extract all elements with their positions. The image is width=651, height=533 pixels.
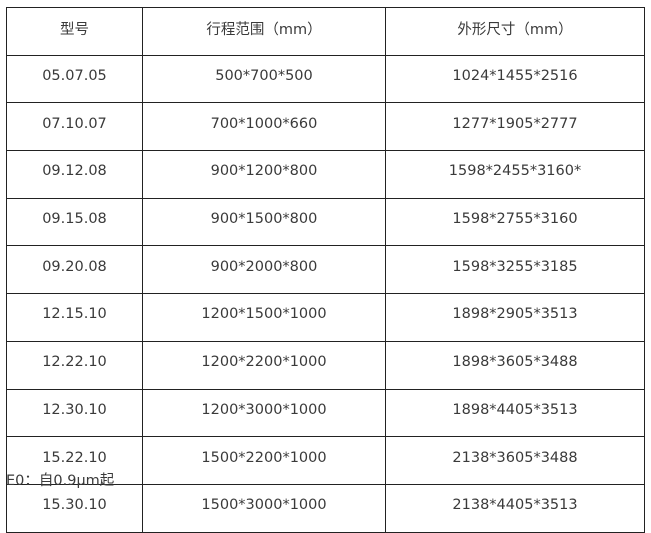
table-header-row: 型号 行程范围（mm） 外形尺寸（mm） — [6, 7, 645, 56]
cell-travel-range: 500*700*500 — [142, 54, 386, 104]
cell-travel-range: 1200*2200*1000 — [142, 340, 386, 390]
cell-model: 09.12.08 — [6, 150, 143, 199]
cell-travel-range: 1200*1500*1000 — [142, 293, 386, 342]
cell-model: 07.10.07 — [6, 102, 143, 152]
cell-model: 09.15.08 — [6, 197, 143, 247]
footnote: E0：自0.9μm起 — [6, 473, 115, 489]
cell-travel-range: 1500*2200*1000 — [142, 436, 386, 485]
cell-dimensions: 1898*3605*3488 — [385, 340, 645, 390]
cell-travel-range: 700*1000*660 — [142, 102, 386, 152]
table-row: 05.07.05 500*700*500 1024*1455*2516 — [6, 54, 645, 104]
table-row: 15.22.10 1500*2200*1000 2138*3605*3488 — [6, 436, 645, 485]
table-row: 12.15.10 1200*1500*1000 1898*2905*3513 — [6, 293, 645, 342]
cell-dimensions: 1598*3255*3185 — [385, 245, 645, 295]
cell-dimensions: 1598*2755*3160 — [385, 197, 645, 247]
cell-travel-range: 1500*3000*1000 — [142, 483, 386, 533]
cell-travel-range: 900*2000*800 — [142, 245, 386, 295]
table-row: 12.22.10 1200*2200*1000 1898*3605*3488 — [6, 340, 645, 390]
header-travel-range: 行程范围（mm） — [142, 7, 386, 56]
cell-travel-range: 900*1500*800 — [142, 197, 386, 247]
cell-dimensions: 1898*4405*3513 — [385, 388, 645, 438]
cell-dimensions: 2138*4405*3513 — [385, 483, 645, 533]
header-dimensions: 外形尺寸（mm） — [385, 7, 645, 56]
cell-dimensions: 1898*2905*3513 — [385, 293, 645, 342]
cell-model: 09.20.08 — [6, 245, 143, 295]
cell-dimensions: 2138*3605*3488 — [385, 436, 645, 485]
cell-model: 12.22.10 — [6, 340, 143, 390]
table-row: 15.30.10 1500*3000*1000 2138*4405*3513 — [6, 483, 645, 533]
cell-model: 05.07.05 — [6, 54, 143, 104]
cell-travel-range: 1200*3000*1000 — [142, 388, 386, 438]
spec-table: 型号 行程范围（mm） 外形尺寸（mm） 05.07.05 500*700*500… — [6, 7, 645, 533]
cell-dimensions: 1598*2455*3160* — [385, 150, 645, 199]
table-row: 12.30.10 1200*3000*1000 1898*4405*3513 — [6, 388, 645, 438]
cell-model: 12.15.10 — [6, 293, 143, 342]
table-row: 07.10.07 700*1000*660 1277*1905*2777 — [6, 102, 645, 152]
header-model: 型号 — [6, 7, 143, 56]
table-row: 09.12.08 900*1200*800 1598*2455*3160* — [6, 150, 645, 199]
cell-model: 12.30.10 — [6, 388, 143, 438]
cell-dimensions: 1024*1455*2516 — [385, 54, 645, 104]
cell-travel-range: 900*1200*800 — [142, 150, 386, 199]
cell-model: 15.30.10 — [6, 483, 143, 533]
cell-dimensions: 1277*1905*2777 — [385, 102, 645, 152]
cell-model: 15.22.10 — [6, 436, 143, 485]
table-row: 09.20.08 900*2000*800 1598*3255*3185 — [6, 245, 645, 295]
table-row: 09.15.08 900*1500*800 1598*2755*3160 — [6, 197, 645, 247]
